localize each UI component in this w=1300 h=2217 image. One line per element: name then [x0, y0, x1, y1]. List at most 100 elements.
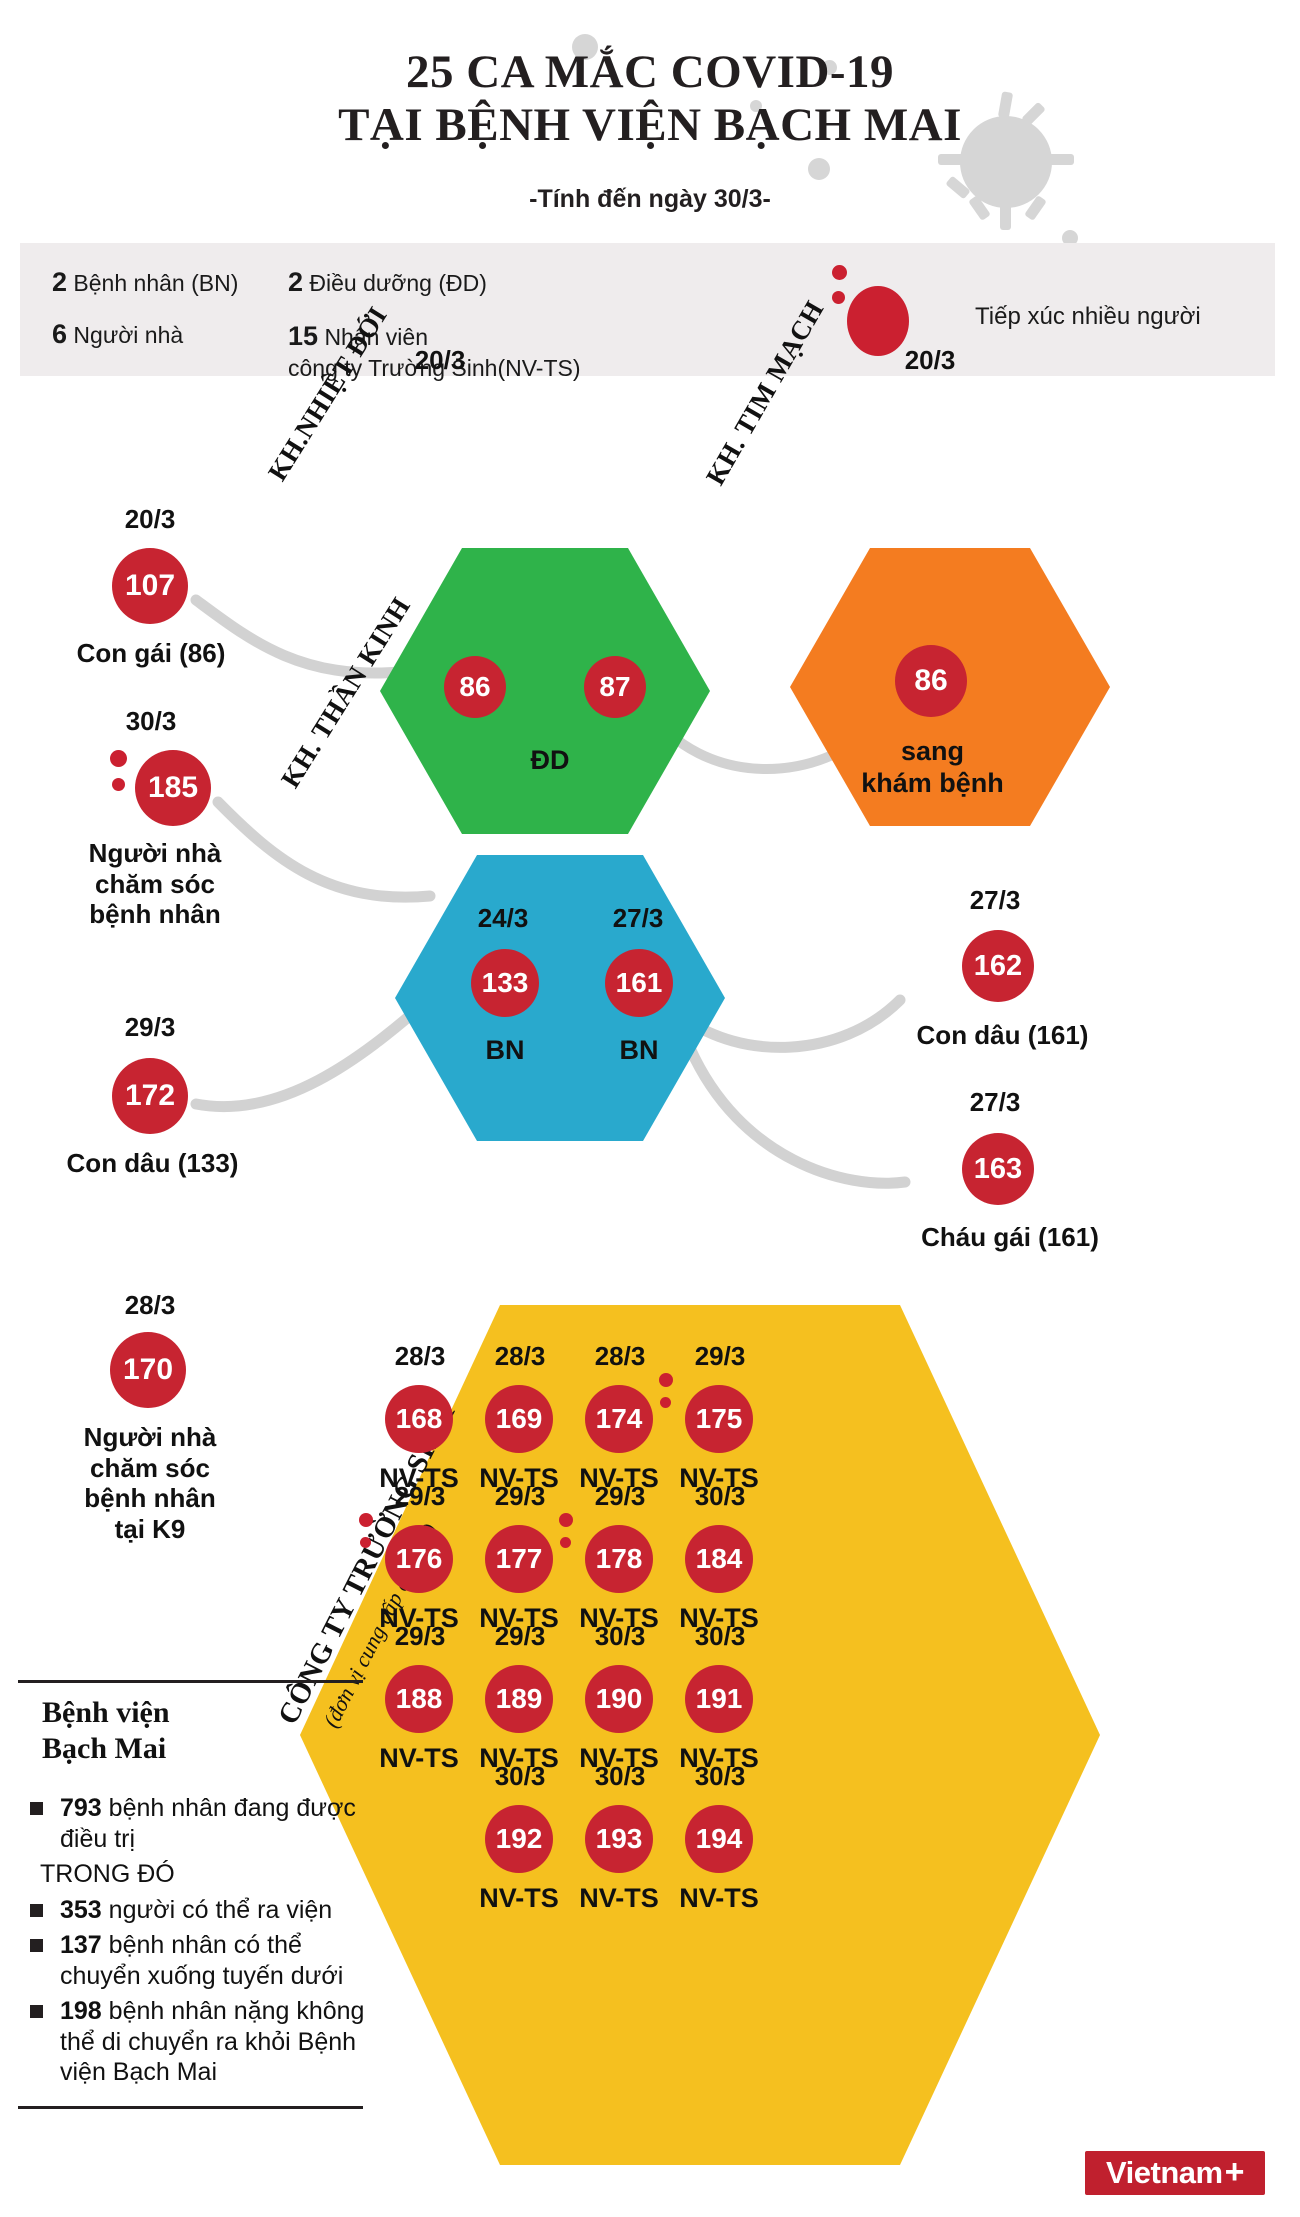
spread-dot-icon — [112, 778, 125, 791]
virus-decor-small-3 — [750, 100, 762, 112]
spread-dot-icon — [660, 1397, 671, 1408]
role-node-177: NV-TS — [479, 1603, 559, 1633]
node-191-id: 191 — [695, 1683, 743, 1714]
date-node-189: 29/3 — [494, 1621, 546, 1651]
stats-list: 793 bệnh nhân đang được điều trị TRONG ĐÓ… — [18, 1793, 388, 2088]
page-title: 25 CA MẮC COVID-19 TẠI BỆNH VIỆN BẠCH MA… — [0, 46, 1300, 151]
stats-divider-bottom — [18, 2105, 363, 2109]
hexagon-khoa-than-kinh — [395, 855, 725, 1141]
vietnamplus-logo[interactable]: Vietnam + — [1085, 2151, 1265, 2195]
node-190: 190 — [585, 1665, 653, 1733]
date-node-192: 30/3 — [494, 1761, 546, 1791]
role-node-192: NV-TS — [479, 1883, 559, 1913]
node-169: 169 — [485, 1385, 553, 1453]
virus-decor-large — [938, 91, 1074, 230]
logo-plus-icon: + — [1224, 2153, 1245, 2192]
node-87-nhiet-doi-id: 87 — [599, 671, 631, 702]
caption-node-107: Con gái (86) — [76, 638, 226, 668]
node-189: 189 — [485, 1665, 553, 1733]
node-178-id: 178 — [595, 1543, 643, 1574]
date-node-169: 28/3 — [494, 1341, 546, 1371]
legend-panel: 2 Bệnh nhân (BN) 6 Người nhà 2 Điều dưỡn… — [20, 243, 1275, 381]
node-161: 161 — [605, 949, 673, 1017]
date-node-190: 30/3 — [594, 1621, 646, 1651]
node-192: 192 — [485, 1805, 553, 1873]
title-line-1: 25 CA MẮC COVID-19 — [405, 46, 895, 98]
node-161-id: 161 — [615, 967, 663, 998]
legend-relatives-count: 6 — [52, 319, 68, 349]
node-86-tim-mach: 86 — [895, 645, 967, 717]
role-node-174: NV-TS — [579, 1463, 659, 1493]
date-orange-hex: 20/3 — [904, 345, 956, 375]
caption-node-162: Con dâu (161) — [916, 1020, 1089, 1050]
legend-spread-caption: Tiếp xúc nhiều người — [975, 303, 1201, 330]
role-node-169: NV-TS — [479, 1463, 559, 1493]
node-177-id: 177 — [495, 1543, 543, 1574]
date-green-hex: 20/3 — [414, 345, 466, 375]
stats-list-item: TRONG ĐÓ — [18, 1859, 388, 1890]
node-86-tim-mach-id: 86 — [914, 664, 948, 697]
role-node-189: NV-TS — [479, 1743, 559, 1773]
caption-node-133: BN — [485, 1035, 525, 1065]
date-node-162: 27/3 — [969, 885, 1021, 915]
spread-dot-icon — [360, 1537, 371, 1548]
stats-list-item: 353 người có thể ra viện — [18, 1895, 388, 1926]
legend-patients-count: 2 — [52, 267, 68, 297]
date-node-170: 28/3 — [124, 1290, 176, 1320]
legend-relatives-label: Người nhà — [73, 322, 184, 348]
node-184: 184 — [685, 1525, 753, 1593]
date-node-178: 29/3 — [594, 1481, 646, 1511]
role-node-191: NV-TS — [679, 1743, 759, 1773]
date-node-193: 30/3 — [594, 1761, 646, 1791]
page-subtitle: -Tính đến ngày 30/3- — [529, 185, 771, 213]
node-194: 194 — [685, 1805, 753, 1873]
spread-marker-icon — [847, 286, 909, 356]
node-86-nhiet-doi: 86 — [444, 656, 506, 718]
caption-node-185: Người nhà chăm sóc bệnh nhân — [88, 838, 222, 930]
node-107-id: 107 — [124, 569, 176, 602]
node-163: 163 — [962, 1133, 1034, 1205]
date-node-185: 30/3 — [125, 706, 177, 736]
node-188-id: 188 — [395, 1683, 443, 1714]
date-node-176: 29/3 — [394, 1481, 446, 1511]
stats-item-text: người có thể ra viện — [101, 1895, 333, 1924]
node-176-id: 176 — [395, 1543, 443, 1574]
caption-green-hex: ĐD — [530, 745, 570, 775]
legend-item-patients: 2 Bệnh nhân (BN) — [52, 267, 238, 298]
node-175: 175 — [685, 1385, 753, 1453]
node-191: 191 — [685, 1665, 753, 1733]
node-163-id: 163 — [973, 1152, 1023, 1185]
stats-item-text: TRONG ĐÓ — [40, 1860, 175, 1888]
spread-dot-icon — [110, 750, 127, 767]
spread-dot-icon — [359, 1513, 373, 1527]
stats-list-item: 793 bệnh nhân đang được điều trị — [18, 1793, 388, 1854]
role-node-193: NV-TS — [579, 1883, 659, 1913]
role-node-168: NV-TS — [379, 1463, 459, 1493]
node-162: 162 — [962, 930, 1034, 1002]
date-node-107: 20/3 — [124, 504, 176, 534]
stats-item-number: 353 — [60, 1895, 102, 1924]
virus-decor-small-5 — [1062, 230, 1078, 246]
legend-item-relatives: 6 Người nhà — [52, 319, 183, 350]
virus-decor-small-4 — [808, 158, 830, 180]
legend-staff-label-1: Nhân viên — [324, 324, 429, 350]
node-193-id: 193 — [595, 1823, 643, 1854]
node-190-id: 190 — [595, 1683, 643, 1714]
node-86-nhiet-doi-id: 86 — [459, 671, 491, 702]
spread-dot-icon-1 — [832, 265, 847, 280]
node-178: 178 — [585, 1525, 653, 1593]
node-107: 107 — [112, 548, 188, 624]
node-176: 176 — [385, 1525, 453, 1593]
bullet-square-icon — [30, 1903, 43, 1917]
node-133-id: 133 — [481, 967, 529, 998]
spread-dot-icon — [560, 1537, 571, 1548]
bullet-square-icon — [30, 1939, 43, 1952]
role-node-175: NV-TS — [679, 1463, 759, 1493]
legend-nurses-count: 2 — [288, 267, 304, 297]
legend-nurses-label: Điều dưỡng (ĐD) — [309, 270, 487, 296]
date-node-188: 29/3 — [394, 1621, 446, 1651]
role-node-190: NV-TS — [579, 1743, 659, 1773]
node-185: 185 — [135, 750, 211, 826]
date-node-168: 28/3 — [394, 1341, 446, 1371]
legend-staff-label-2: công ty Trường Sinh(NV-TS) — [288, 354, 581, 381]
